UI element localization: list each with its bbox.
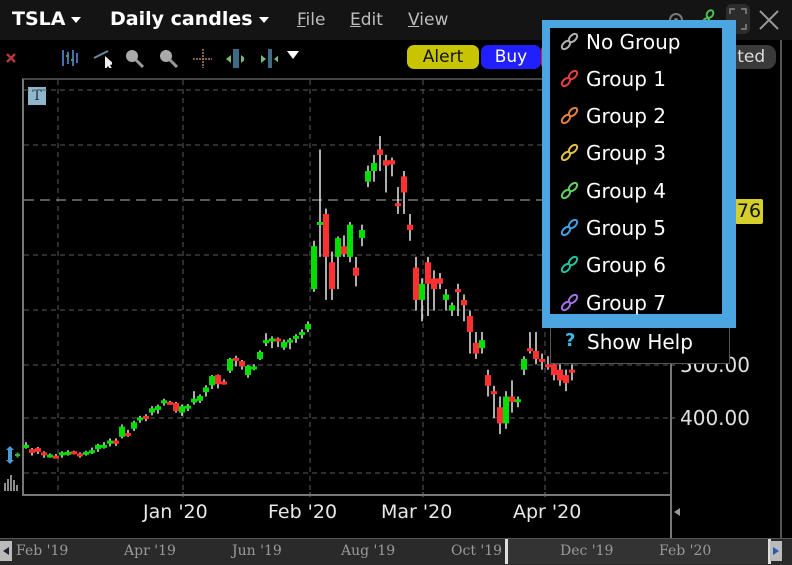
menu-edit-hotkey: E	[350, 10, 361, 30]
link-group-menu: No Group Group 1 Group 2 Group 3 Group 4…	[542, 20, 736, 328]
date-label: Mar '20	[381, 501, 453, 523]
link-group-menu-list: No Group Group 1 Group 2 Group 3 Group 4…	[550, 28, 722, 315]
compress-icon[interactable]	[258, 48, 278, 68]
chevron-down-icon	[71, 16, 82, 23]
menu-item-label: Group 7	[586, 290, 666, 315]
chart-plot-area[interactable]	[22, 78, 670, 496]
arrow-left-icon	[3, 547, 9, 555]
menu-item-no-group[interactable]: No Group	[550, 23, 722, 60]
link-icon	[560, 106, 579, 124]
window-right-edge	[780, 40, 782, 540]
time-navigator[interactable]: Feb '19 Apr '19 Jun '19 Aug '19 Oct '19 …	[0, 538, 792, 565]
link-icon	[560, 218, 579, 236]
link-icon	[560, 293, 579, 311]
menu-edit[interactable]: Edit	[350, 10, 383, 30]
menu-view-label: iew	[419, 10, 449, 30]
symbol-selector[interactable]: TSLA	[12, 8, 82, 30]
zoom-out-icon[interactable]	[158, 48, 178, 68]
close-x-icon[interactable]	[4, 48, 24, 68]
menu-item-group-4[interactable]: Group 4	[550, 172, 722, 209]
menu-item-group-6[interactable]: Group 6	[550, 246, 722, 283]
menu-file-label: ile	[305, 10, 326, 30]
close-icon[interactable]	[757, 8, 781, 32]
navigator-label: Jun '19	[232, 543, 282, 559]
text-tool-icon[interactable]: T	[28, 87, 46, 105]
navigator-label: Oct '19	[451, 543, 503, 559]
zoom-in-icon[interactable]	[124, 48, 144, 68]
navigator-label: Aug '19	[341, 543, 396, 559]
navigator-label: Feb '19	[16, 543, 69, 559]
chart-type-label: Daily candles	[110, 8, 253, 30]
menu-item-label: Group 4	[586, 178, 666, 203]
menu-view-hotkey: V	[408, 10, 420, 30]
chart-type-selector[interactable]: Daily candles	[110, 8, 269, 30]
maximize-icon	[729, 8, 747, 30]
show-help-label: Show Help	[587, 330, 693, 354]
navigator-label: Feb '20	[659, 543, 712, 559]
menu-item-label: Group 6	[586, 252, 666, 277]
buy-button[interactable]: Buy	[481, 45, 541, 69]
menu-view[interactable]: View	[408, 10, 448, 30]
symbol-label: TSLA	[12, 8, 66, 30]
navigator-right-button[interactable]	[770, 541, 782, 561]
menu-edit-label: dit	[360, 10, 383, 30]
link-icon	[560, 69, 579, 87]
menu-item-group-7[interactable]: Group 7	[550, 284, 722, 321]
draw-line-icon[interactable]	[92, 48, 112, 68]
volume-toggle-icon[interactable]	[4, 471, 20, 493]
navigator-left-button[interactable]	[0, 541, 12, 561]
menu-item-label: No Group	[586, 29, 681, 54]
menu-item-group-1[interactable]: Group 1	[550, 60, 722, 97]
price-label: 400.00	[680, 406, 750, 430]
menu-file-hotkey: F	[297, 10, 306, 30]
navigator-label: Apr '19	[124, 543, 176, 559]
link-icon	[560, 32, 579, 50]
menu-item-group-5[interactable]: Group 5	[550, 209, 722, 246]
link-icon	[560, 181, 579, 199]
scroll-right-arrow-icon[interactable]	[674, 508, 680, 516]
menu-item-group-2[interactable]: Group 2	[550, 97, 722, 134]
menu-item-label: Group 3	[586, 140, 666, 165]
axis-ticks	[182, 364, 675, 497]
crosshair-icon[interactable]	[192, 48, 212, 68]
bar-type-icon[interactable]	[60, 48, 80, 68]
more-dropdown-icon[interactable]	[286, 48, 306, 68]
menu-item-label: Group 1	[586, 66, 666, 91]
navigator-label: Dec '19	[560, 543, 614, 559]
help-icon: ?	[565, 330, 576, 351]
date-label: Feb '20	[268, 501, 338, 523]
menu-item-label: Group 5	[586, 215, 666, 240]
link-icon	[560, 143, 579, 161]
grid-lines	[24, 80, 668, 492]
navigator-visible-range[interactable]	[505, 539, 771, 564]
menu-item-group-3[interactable]: Group 3	[550, 134, 722, 171]
menu-item-label: Group 2	[586, 103, 666, 128]
expand-icon[interactable]	[224, 48, 244, 68]
link-icon	[560, 255, 579, 273]
vertical-resize-icon[interactable]	[4, 444, 20, 466]
arrow-right-icon	[773, 547, 779, 555]
alert-button[interactable]: Alert	[407, 45, 479, 69]
chevron-down-icon	[258, 16, 269, 23]
menu-file[interactable]: File	[297, 10, 325, 30]
date-label: Jan '20	[143, 501, 208, 523]
candles	[23, 136, 575, 459]
last-price-badge: 76	[735, 199, 763, 224]
date-label: Apr '20	[513, 501, 582, 523]
